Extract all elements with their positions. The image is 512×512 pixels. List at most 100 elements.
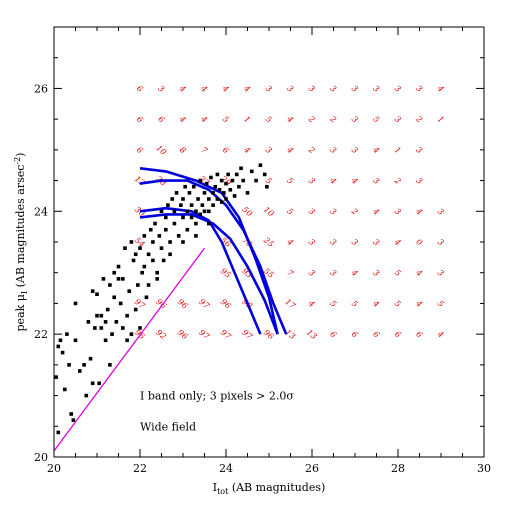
data-point <box>155 277 159 281</box>
data-point <box>172 209 177 214</box>
data-point <box>254 178 258 183</box>
data-point <box>219 178 224 183</box>
data-point <box>164 215 168 220</box>
diagonal-line <box>53 247 206 452</box>
data-point <box>133 252 138 257</box>
data-point <box>181 215 185 220</box>
grid-value: 4 <box>392 237 402 248</box>
grid-value: 7 <box>199 145 209 156</box>
data-point <box>125 313 129 318</box>
data-point <box>129 240 134 244</box>
data-point <box>125 338 129 343</box>
data-point <box>157 234 162 238</box>
grid-value: 3 <box>414 84 424 94</box>
grid-value: 3 <box>436 237 446 247</box>
grid-value: 10 <box>154 144 168 157</box>
x-tick-label: 30 <box>477 462 491 475</box>
data-point <box>67 363 71 367</box>
data-point <box>54 375 58 379</box>
data-point <box>90 289 95 293</box>
data-point <box>116 264 121 269</box>
data-point <box>194 234 198 238</box>
data-point <box>88 356 93 361</box>
data-point <box>232 194 237 198</box>
completeness-grid: 6 3 4 4 4 4 3 3 3 3 3 3 3 3 46 6 4 4 5 1 5 4 2 2 3 5 3 2 16 10 8 7 6 4 3 4 2… <box>133 83 446 342</box>
grid-value: 4 <box>177 83 187 94</box>
grid-value: 3 <box>328 268 338 278</box>
grid-value: 5 <box>393 268 403 278</box>
data-point <box>99 313 104 318</box>
grid-value: 17 <box>283 297 297 311</box>
grid-value: 4 <box>199 114 209 125</box>
grid-value: 3 <box>371 237 381 247</box>
annotation-1: I band only; 3 pixels > 2.0σ <box>140 390 294 403</box>
data-point <box>209 175 213 180</box>
data-point <box>159 246 164 250</box>
data-point <box>101 277 106 281</box>
grid-value: 3 <box>350 114 360 124</box>
data-point <box>222 191 226 195</box>
grid-value: 3 <box>156 84 166 94</box>
data-point <box>138 326 142 330</box>
data-point <box>103 320 108 324</box>
grid-value: 3 <box>307 268 317 278</box>
data-point <box>224 197 228 201</box>
grid-value: 6 <box>371 329 381 339</box>
data-point <box>202 191 207 195</box>
data-point <box>189 215 194 220</box>
grid-value: 5 <box>371 114 381 124</box>
grid-value: 3 <box>307 176 317 186</box>
x-tick-label: 22 <box>133 462 147 475</box>
grid-value: 10 <box>262 205 276 218</box>
grid-value: 3 <box>328 237 338 247</box>
x-tick-label: 20 <box>47 462 61 475</box>
grid-value: 3 <box>350 237 360 247</box>
data-point <box>103 338 108 343</box>
grid-value: 3 <box>371 268 381 278</box>
data-point <box>95 292 99 297</box>
data-point <box>129 332 134 336</box>
grid-value: 6 <box>135 114 145 124</box>
data-point <box>136 283 140 287</box>
grid-value: 4 <box>220 83 230 94</box>
data-point <box>138 246 142 250</box>
grid-value: 4 <box>414 298 424 309</box>
grid-value: 97 <box>219 328 233 342</box>
data-point <box>181 197 185 201</box>
data-point <box>73 338 78 343</box>
grid-value: 6 <box>350 329 360 339</box>
data-point <box>239 166 243 171</box>
data-point <box>217 187 222 192</box>
x-tick-label: 24 <box>219 462 233 475</box>
grid-value: 4 <box>414 206 424 217</box>
data-point <box>159 209 164 214</box>
data-point <box>191 184 196 189</box>
data-point <box>250 169 254 174</box>
blue-curve-4 <box>139 213 279 335</box>
data-point <box>204 181 209 186</box>
data-point <box>224 181 228 186</box>
grid-value: 5 <box>350 299 360 309</box>
data-point <box>142 264 147 269</box>
grid-value: 3 <box>328 84 338 94</box>
data-point <box>116 277 121 281</box>
data-point <box>237 184 241 189</box>
grid-value: 6 <box>156 114 166 124</box>
data-point <box>187 191 192 195</box>
grid-value: 8 <box>178 145 188 155</box>
data-point <box>189 203 194 207</box>
data-point <box>69 412 73 416</box>
grid-value: 6 <box>393 329 403 339</box>
data-point <box>153 221 157 226</box>
data-point <box>105 307 110 312</box>
data-point <box>155 270 159 275</box>
grid-value: 0 <box>414 237 424 247</box>
data-point <box>185 209 190 214</box>
grid-value: 4 <box>285 114 295 125</box>
grid-value: 4 <box>177 114 187 125</box>
data-point <box>213 184 218 189</box>
data-point <box>112 295 116 300</box>
data-point <box>168 252 172 257</box>
grid-value: 3 <box>371 84 381 94</box>
grid-value: 7 <box>285 268 295 279</box>
